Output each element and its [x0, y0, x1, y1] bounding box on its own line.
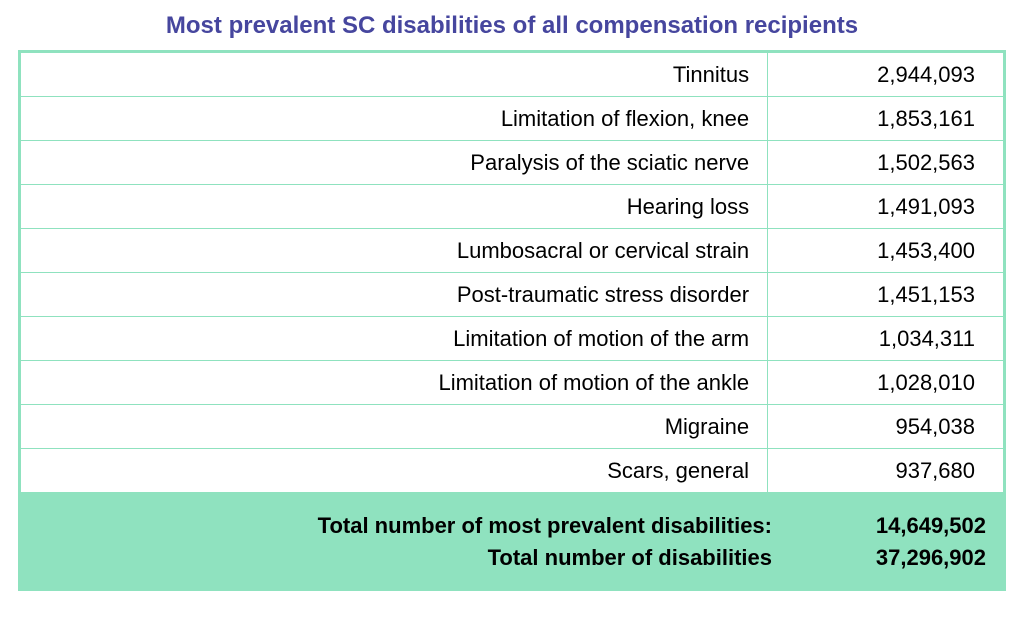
totals-row: Total number of most prevalent disabilit… — [38, 513, 986, 539]
row-value: 1,451,153 — [768, 273, 1004, 317]
row-label: Hearing loss — [21, 185, 768, 229]
row-label: Limitation of flexion, knee — [21, 97, 768, 141]
table-row: Migraine954,038 — [21, 405, 1004, 449]
table-title: Most prevalent SC disabilities of all co… — [18, 12, 1006, 40]
disabilities-table: Tinnitus2,944,093Limitation of flexion, … — [20, 52, 1004, 493]
totals-value: 37,296,902 — [816, 545, 986, 571]
row-value: 937,680 — [768, 449, 1004, 493]
row-label: Post-traumatic stress disorder — [21, 273, 768, 317]
table-row: Paralysis of the sciatic nerve1,502,563 — [21, 141, 1004, 185]
row-label: Limitation of motion of the ankle — [21, 361, 768, 405]
row-value: 954,038 — [768, 405, 1004, 449]
table-body: Tinnitus2,944,093Limitation of flexion, … — [21, 53, 1004, 493]
table-row: Limitation of flexion, knee1,853,161 — [21, 97, 1004, 141]
row-label: Limitation of motion of the arm — [21, 317, 768, 361]
row-value: 1,028,010 — [768, 361, 1004, 405]
totals-label: Total number of most prevalent disabilit… — [318, 513, 816, 539]
totals-row: Total number of disabilities37,296,902 — [38, 545, 986, 571]
row-label: Scars, general — [21, 449, 768, 493]
table-row: Scars, general937,680 — [21, 449, 1004, 493]
table-row: Post-traumatic stress disorder1,451,153 — [21, 273, 1004, 317]
row-label: Lumbosacral or cervical strain — [21, 229, 768, 273]
row-value: 1,491,093 — [768, 185, 1004, 229]
row-label: Paralysis of the sciatic nerve — [21, 141, 768, 185]
table-row: Hearing loss1,491,093 — [21, 185, 1004, 229]
row-value: 1,034,311 — [768, 317, 1004, 361]
row-value: 2,944,093 — [768, 53, 1004, 97]
table-row: Limitation of motion of the ankle1,028,0… — [21, 361, 1004, 405]
totals-label: Total number of disabilities — [488, 545, 816, 571]
row-value: 1,502,563 — [768, 141, 1004, 185]
row-value: 1,453,400 — [768, 229, 1004, 273]
table-row: Tinnitus2,944,093 — [21, 53, 1004, 97]
row-label: Tinnitus — [21, 53, 768, 97]
table-row: Lumbosacral or cervical strain1,453,400 — [21, 229, 1004, 273]
totals-value: 14,649,502 — [816, 513, 986, 539]
totals-section: Total number of most prevalent disabilit… — [20, 493, 1004, 589]
table-container: Tinnitus2,944,093Limitation of flexion, … — [18, 50, 1006, 591]
row-label: Migraine — [21, 405, 768, 449]
table-row: Limitation of motion of the arm1,034,311 — [21, 317, 1004, 361]
row-value: 1,853,161 — [768, 97, 1004, 141]
